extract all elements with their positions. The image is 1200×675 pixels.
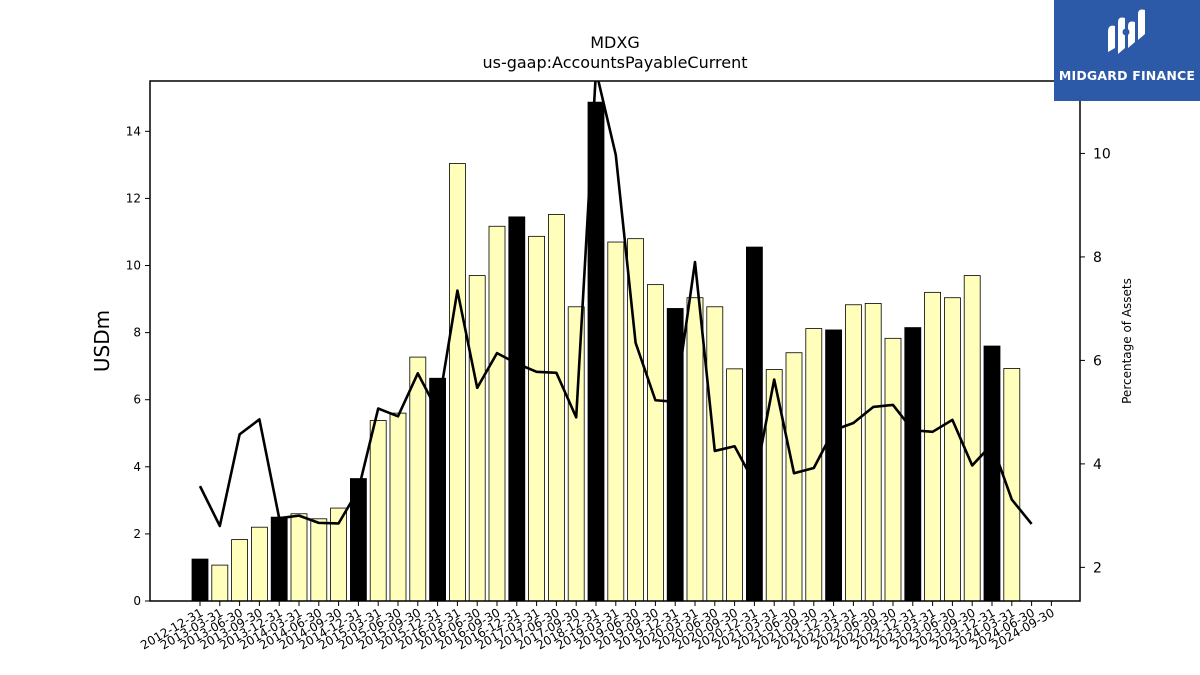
bar — [904, 327, 922, 602]
y2-tick-label: 2 — [1093, 560, 1102, 576]
y2-tick-label: 10 — [1093, 146, 1111, 162]
y-tick-label: 10 — [126, 259, 141, 273]
bar — [864, 303, 882, 602]
bar — [686, 297, 704, 602]
y-tick-label: 6 — [133, 393, 141, 407]
y-tick-label: 0 — [133, 594, 141, 608]
bar — [825, 329, 842, 602]
bar — [191, 558, 209, 602]
plot-frame — [149, 80, 1081, 602]
y-tick-label: 8 — [133, 326, 141, 340]
bar — [369, 420, 387, 602]
bar — [963, 275, 981, 602]
y-tick-label: 12 — [126, 191, 141, 205]
bar — [607, 241, 625, 602]
logo-text: MIDGARD FINANCE — [1058, 68, 1196, 83]
bar — [567, 306, 585, 602]
y-axis-label: USDm — [90, 310, 114, 372]
bar — [884, 337, 902, 602]
bar — [785, 352, 803, 602]
bar — [924, 291, 941, 602]
logo-mark-icon — [1108, 9, 1145, 54]
y2-axis-label: Percentage of Assets — [1120, 278, 1134, 404]
bar — [310, 518, 328, 602]
bar — [805, 328, 823, 602]
bar — [528, 235, 545, 602]
bar — [983, 345, 1001, 602]
bar — [250, 526, 268, 602]
bar — [231, 539, 249, 602]
bar — [211, 564, 229, 602]
y2-tick-label: 8 — [1093, 250, 1102, 266]
bar — [389, 412, 407, 602]
y-tick-label: 4 — [133, 460, 141, 474]
y2-tick-label: 4 — [1093, 457, 1102, 473]
bar — [706, 306, 724, 602]
bar — [666, 308, 684, 602]
axes-layer: 024681012142468102012-12-312013-03-31201… — [126, 80, 1111, 652]
bar — [647, 284, 664, 602]
bar — [270, 516, 288, 602]
chart-title: MDXG — [590, 33, 639, 52]
bar — [746, 246, 763, 602]
bar — [944, 297, 961, 602]
bar — [508, 216, 526, 602]
y-tick-label: 14 — [126, 124, 141, 138]
bar — [290, 513, 308, 602]
brand-logo: MIDGARD FINANCE — [1054, 0, 1200, 101]
line-layer — [198, 81, 1033, 528]
y-tick-label: 2 — [133, 527, 141, 541]
bar — [409, 356, 427, 602]
bar — [845, 304, 862, 602]
bar — [468, 275, 486, 602]
y2-tick-label: 6 — [1093, 353, 1102, 369]
series-line — [198, 81, 1033, 528]
bar — [488, 225, 506, 602]
chart-subtitle: us-gaap:AccountsPayableCurrent — [482, 53, 747, 72]
bars-layer — [191, 101, 1021, 602]
bar — [726, 368, 743, 602]
bar — [548, 214, 565, 602]
bar — [448, 163, 466, 602]
